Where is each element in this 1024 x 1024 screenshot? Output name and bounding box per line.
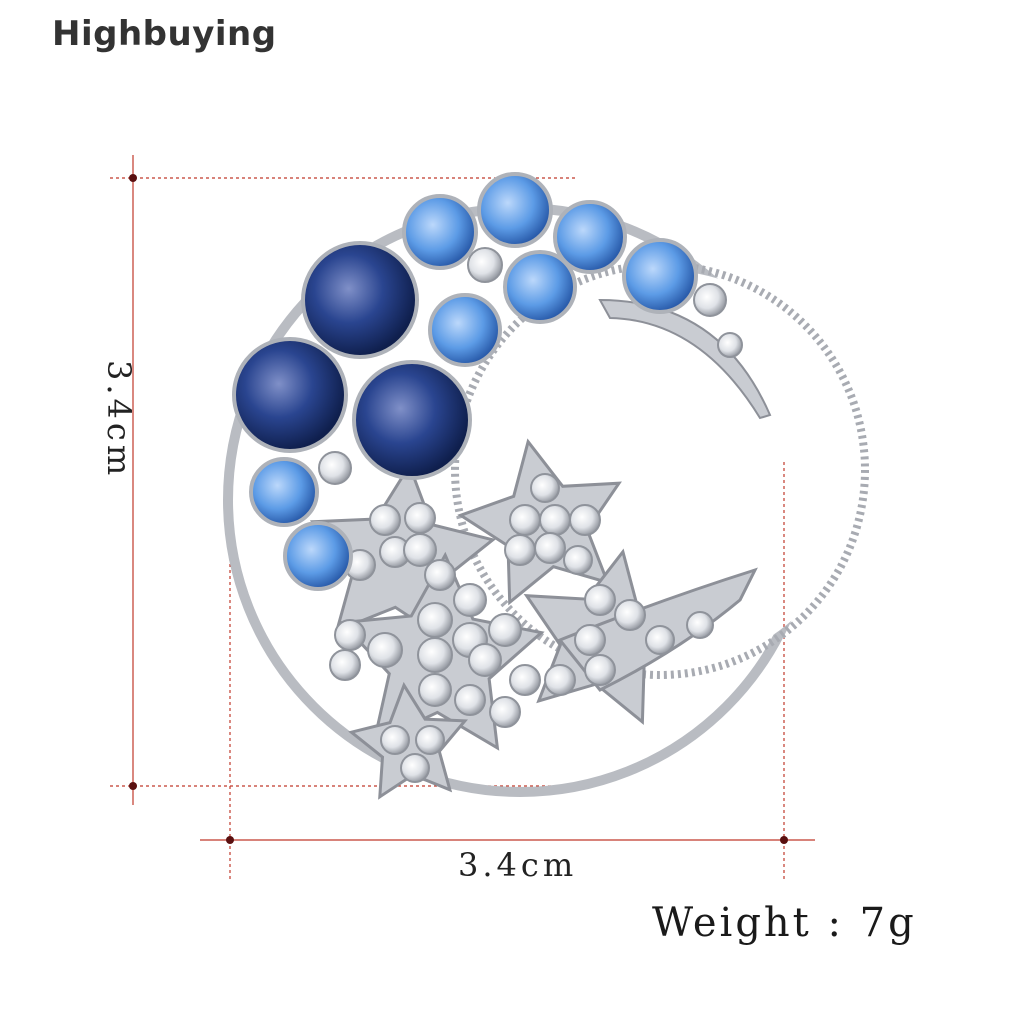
clear-gem [403, 533, 437, 567]
clear-gem [380, 725, 410, 755]
clear-gem [717, 332, 743, 358]
clear-gem [645, 625, 675, 655]
width-label: 3.4cm [458, 846, 578, 884]
clear-gem [424, 559, 456, 591]
dimension-endpoint [129, 782, 137, 790]
light-blue-gem [402, 194, 478, 270]
clear-gem [453, 583, 487, 617]
light-blue-gem [503, 250, 577, 324]
gem-set [232, 172, 743, 783]
clear-gem [417, 602, 453, 638]
clear-gem [454, 684, 486, 716]
clear-gem [563, 545, 593, 575]
light-blue-gem [622, 238, 698, 314]
clear-gem [415, 725, 445, 755]
clear-gem [334, 619, 366, 651]
brand-watermark: Highbuying [52, 14, 277, 54]
clear-gem [489, 696, 521, 728]
clear-gem [400, 753, 430, 783]
clear-gem [539, 504, 571, 536]
light-blue-gem [428, 293, 502, 367]
dark-blue-gem [352, 360, 472, 480]
clear-gem [509, 504, 541, 536]
light-blue-gem [553, 200, 627, 274]
dark-blue-gem [301, 241, 419, 359]
dimension-lines [110, 155, 815, 880]
clear-gem [574, 624, 606, 656]
clear-gem [504, 534, 536, 566]
clear-gem [369, 504, 401, 536]
dimension-endpoint [226, 836, 234, 844]
light-blue-gem [283, 521, 353, 591]
clear-gem [614, 599, 646, 631]
clear-gem [509, 664, 541, 696]
clear-gem [488, 613, 522, 647]
clear-gem [693, 283, 727, 317]
clear-gem [467, 247, 503, 283]
clear-gem [584, 584, 616, 616]
dimension-endpoint [129, 174, 137, 182]
clear-gem [417, 637, 453, 673]
clear-gem [468, 643, 502, 677]
clear-gem [534, 532, 566, 564]
clear-gem [686, 611, 714, 639]
clear-gem [367, 632, 403, 668]
light-blue-gem [477, 172, 553, 248]
weight-label: Weight : 7g [652, 900, 917, 946]
clear-gem [318, 451, 352, 485]
height-label: 3.4cm [100, 360, 138, 480]
clear-gem [530, 473, 560, 503]
clear-gem [418, 673, 452, 707]
dimension-endpoint [780, 836, 788, 844]
clear-gem [544, 664, 576, 696]
clear-gem [569, 504, 601, 536]
clear-gem [329, 649, 361, 681]
dark-blue-gem [232, 337, 348, 453]
light-blue-gem [249, 457, 319, 527]
clear-gem [404, 502, 436, 534]
clear-gem [584, 654, 616, 686]
